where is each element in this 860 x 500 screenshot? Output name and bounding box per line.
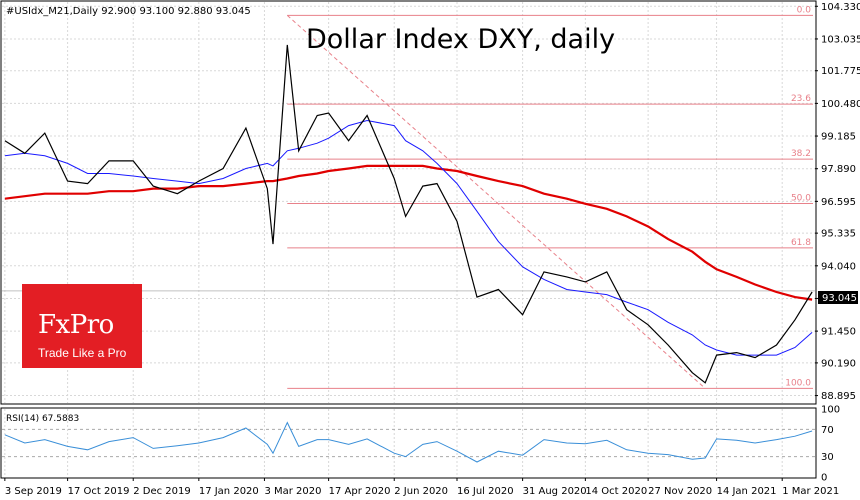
current-price-box: [818, 291, 858, 304]
symbol-info: #USIdx_M21,Daily 92.900 93.100 92.880 93…: [6, 6, 251, 17]
fibonacci-levels: 0.0 23.6 38.2 50.0 61.8 100.0: [286, 5, 813, 389]
fibo-trend-line: [286, 14, 706, 389]
y-tick-label: 104.330: [821, 2, 860, 13]
logo-tagline: Trade Like a Pro: [38, 346, 127, 360]
chart-title: Dollar Index DXY, daily: [306, 24, 615, 55]
fxpro-logo: FxPro Trade Like a Pro: [22, 284, 142, 368]
y-tick-label: 88.895: [821, 391, 856, 402]
x-tick-label: 14 Oct 2020: [585, 486, 647, 497]
y-tick-label: 94.040: [821, 261, 856, 272]
y-tick-label: 103.035: [821, 34, 860, 45]
x-tick-label: 3 Sep 2019: [5, 486, 62, 497]
fibo-level-label: 50.0: [791, 194, 811, 204]
fibo-level-label: 0.0: [797, 5, 812, 15]
y-tick-label: 90.190: [821, 358, 856, 369]
fibo-level-label: 38.2: [791, 149, 811, 159]
x-tick-label: 27 Nov 2020: [648, 486, 712, 497]
y-tick-label: 96.595: [821, 197, 856, 208]
y-tick-label: 95.335: [821, 229, 856, 240]
rsi-y-tick-label: 0: [821, 473, 827, 484]
current-price-label: 93.045: [822, 293, 857, 304]
x-tick-label: 17 Jan 2020: [199, 486, 259, 497]
y-tick-label: 99.185: [821, 132, 856, 143]
x-tick-label: 3 Mar 2020: [264, 486, 321, 497]
x-axis: 3 Sep 2019 17 Oct 2019 2 Dec 2019 17 Jan 20…: [4, 478, 839, 497]
rsi-y-tick-label: 30: [821, 452, 834, 463]
x-tick-label: 2 Dec 2019: [133, 486, 191, 497]
y-axis: 104.330 103.035 101.775 100.480 99.185 97.890…: [815, 2, 860, 484]
y-tick-label: 100.480: [821, 99, 860, 110]
rsi-y-tick-label: 100: [821, 405, 840, 416]
y-tick-label: 91.450: [821, 327, 856, 338]
fibo-level-label: 100.0: [785, 378, 811, 388]
x-tick-label: 17 Apr 2020: [329, 486, 391, 497]
price-series: [4, 44, 813, 384]
moving-average-long: [4, 164, 813, 301]
x-tick-label: 17 Oct 2019: [68, 486, 130, 497]
rsi-label: RSI(14) 67.5883: [6, 414, 79, 424]
x-tick-label: 31 Aug 2020: [523, 486, 587, 497]
rsi-series: [4, 421, 813, 463]
x-tick-label: 2 Jun 2020: [394, 486, 448, 497]
rsi-y-tick-label: 70: [821, 425, 834, 436]
x-tick-label: 14 Jan 2021: [717, 486, 777, 497]
x-tick-label: 1 Mar 2021: [782, 486, 839, 497]
fibo-level-label: 61.8: [791, 238, 811, 248]
y-tick-label: 97.890: [821, 164, 856, 175]
fibo-level-label: 23.6: [791, 94, 811, 104]
price-line: [4, 44, 813, 384]
x-tick-label: 16 Jul 2020: [457, 486, 514, 497]
logo-brand: FxPro: [38, 310, 114, 340]
moving-average-short: [4, 119, 813, 356]
y-tick-label: 101.775: [821, 66, 860, 77]
rsi-panel: [0, 407, 817, 479]
rsi-line: [4, 421, 813, 463]
